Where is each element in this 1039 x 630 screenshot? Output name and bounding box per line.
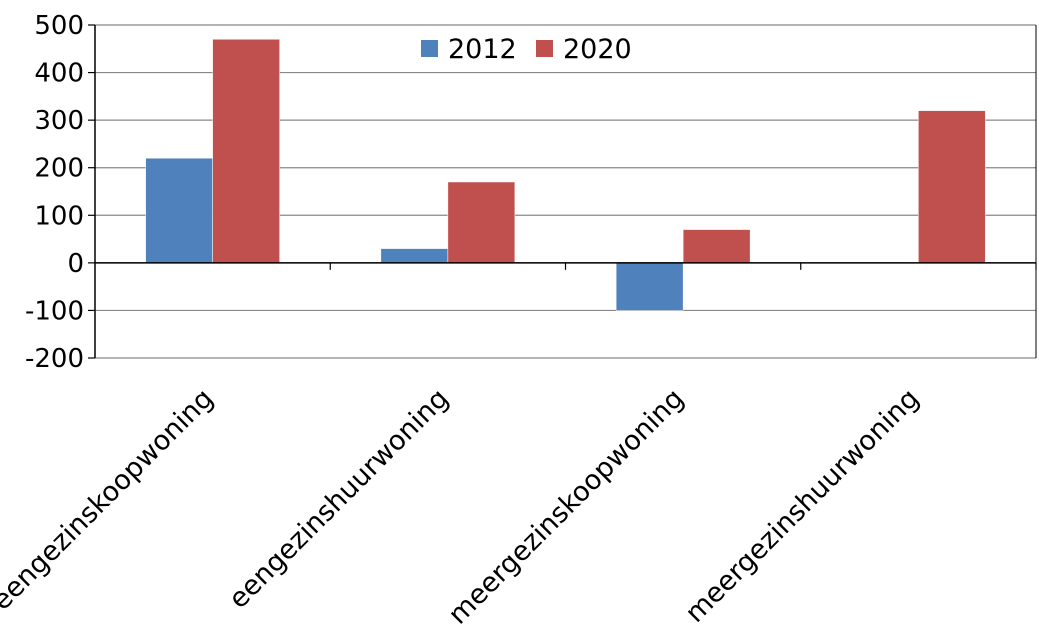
y-tick-label: 200 <box>34 154 84 184</box>
legend: 2012 2020 <box>421 34 632 65</box>
x-tick-label: meergezinskoopwoning <box>443 383 691 630</box>
bar-2012-eengezinskoopwoning <box>145 157 213 264</box>
legend-swatch-2012 <box>421 40 438 57</box>
x-tick-label: eengezinskoopwoning <box>0 383 220 617</box>
x-tick-label: meergezinshuurwoning <box>679 383 925 629</box>
bar-2012-eengezinshuurwoning <box>380 248 449 264</box>
y-tick-label: 300 <box>34 106 84 136</box>
y-tick-label: 500 <box>34 11 84 41</box>
x-tick-label: eengezinshuurwoning <box>223 383 455 615</box>
y-axis-ticks: 500 400 300 200 100 0 -100 -200 <box>25 11 95 374</box>
y-tick-label: -200 <box>25 344 84 374</box>
bar-2020-meergezinshuurwoning <box>918 110 986 264</box>
y-tick-label: 0 <box>67 249 84 279</box>
bars <box>145 39 986 311</box>
y-tick-label: 100 <box>34 201 84 231</box>
legend-label-2020: 2020 <box>563 34 632 65</box>
x-axis-ticks: eengezinskoopwoning eengezinshuurwoningme… <box>0 383 925 630</box>
y-tick-label: 400 <box>34 59 84 89</box>
legend-label-2012: 2012 <box>448 34 517 65</box>
bar-2020-meergezinskoopwoning <box>682 229 751 264</box>
bar-2020-eengezinshuurwoning <box>447 181 516 264</box>
bar-2012-meergezinskoopwoning <box>615 262 684 311</box>
y-tick-label: -100 <box>25 296 84 326</box>
bar-2020-eengezinskoopwoning <box>212 39 280 264</box>
legend-swatch-2020 <box>536 40 553 57</box>
axes <box>94 25 1037 358</box>
